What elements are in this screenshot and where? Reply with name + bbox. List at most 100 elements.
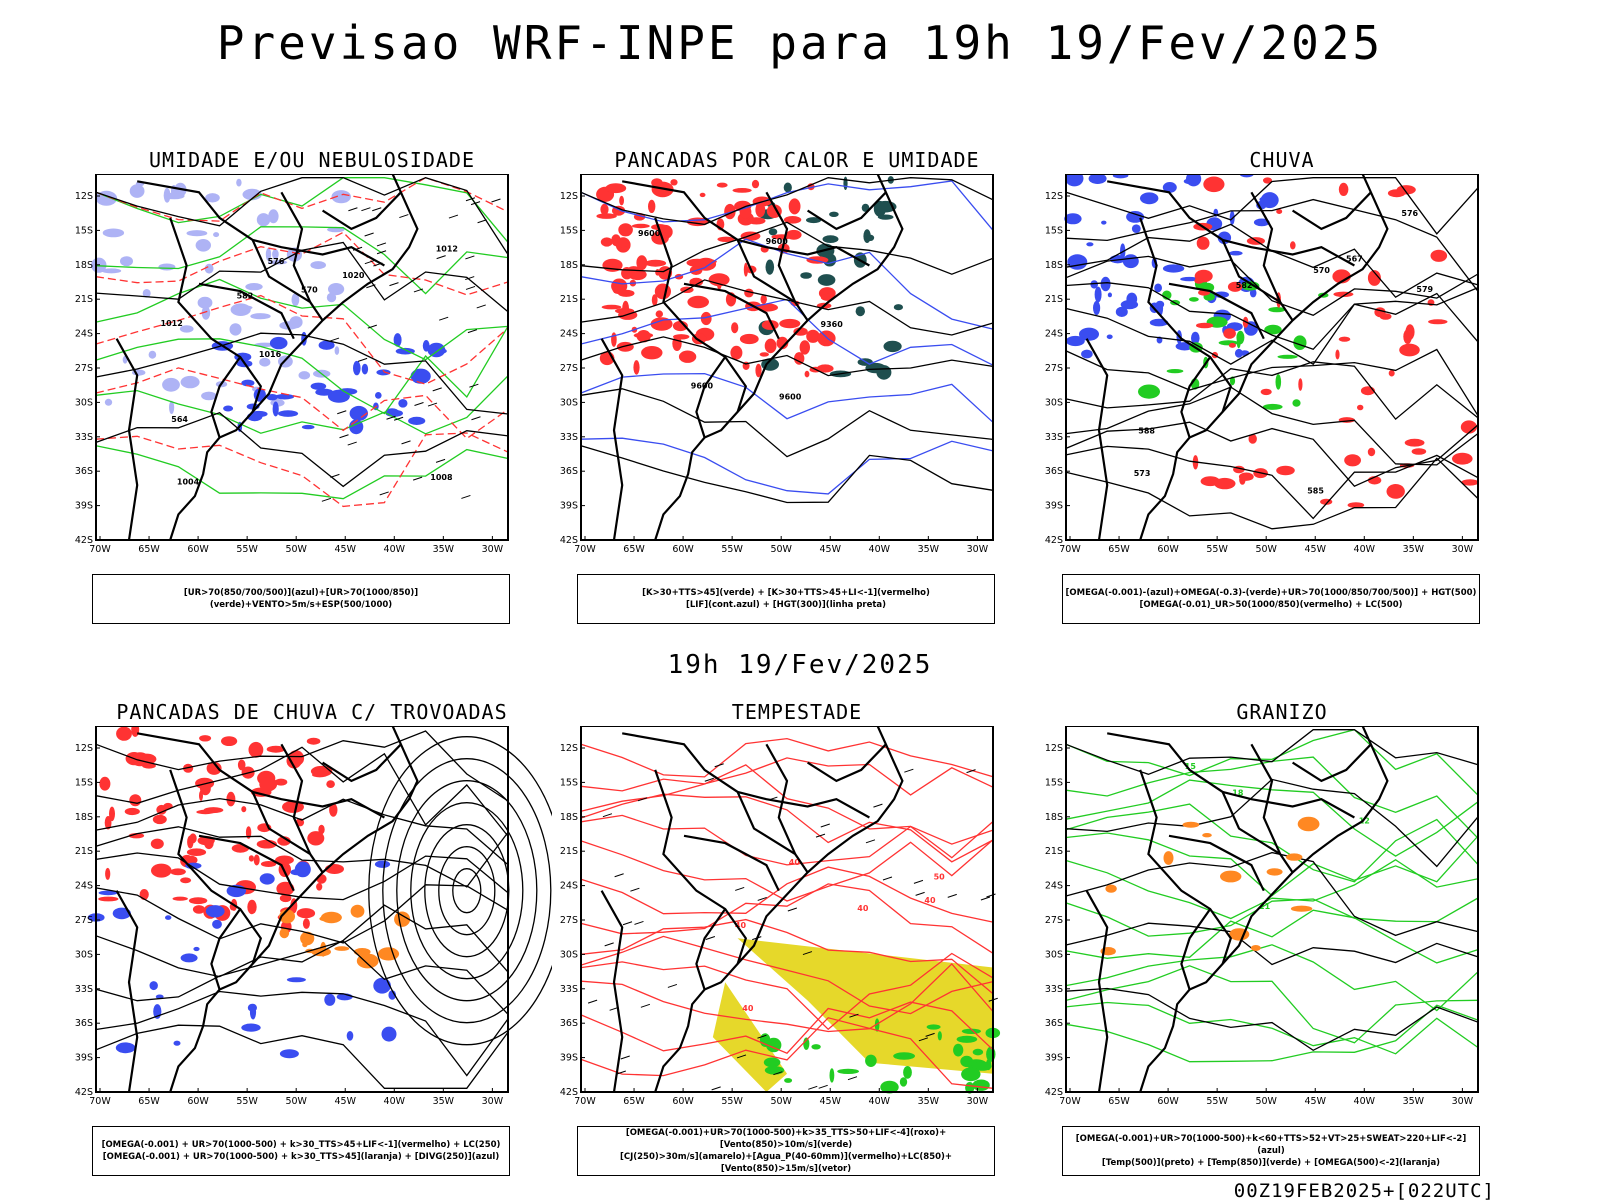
shaded-cell (1388, 369, 1395, 377)
contour-label: 40 (742, 1004, 754, 1013)
lat-tick-label: 36S (560, 1018, 578, 1029)
contour-line (580, 935, 994, 1015)
shaded-cell (739, 333, 759, 345)
shaded-cell (672, 320, 688, 332)
lon-tick-label: 35W (1403, 1096, 1425, 1107)
country-border (654, 769, 748, 965)
wind-vector (366, 284, 376, 289)
shaded-cell (903, 1066, 912, 1079)
shaded-cell (188, 897, 208, 905)
shaded-cell (310, 261, 326, 270)
contour-line (95, 904, 509, 978)
wind-vector (465, 276, 475, 281)
shaded-cell (245, 826, 252, 839)
shaded-cell (199, 735, 212, 742)
panel-pancadas-calor: PANCADAS POR CALOR E UMIDADE 9600 9600 960… (557, 148, 1037, 624)
panel-legend: [OMEGA(-0.001)-(azul)+OMEGA(-0.3)-(verde… (1062, 574, 1480, 624)
contour-line (580, 952, 994, 1031)
shaded-cell (129, 794, 142, 807)
lat-tick-label: 33S (75, 432, 93, 443)
wind-vectors (321, 197, 501, 502)
shaded-cell (1126, 292, 1138, 306)
shaded-cell (172, 896, 188, 901)
country-border (600, 890, 624, 1093)
shaded-cell (408, 416, 426, 425)
contour-line (580, 372, 994, 423)
wind-vector (436, 255, 446, 260)
contour-labels: 1008 1012 1012 1016 1020 1004 576 570 564 582 (161, 244, 458, 486)
lat-tick-label: 12S (1045, 191, 1063, 202)
shaded-cell (1220, 870, 1242, 883)
shaded-cell (259, 873, 275, 885)
contour-line (95, 826, 509, 888)
lat-tick-label: 15S (560, 777, 578, 788)
lat-tick-label: 42S (560, 535, 578, 546)
wind-vector (915, 891, 925, 896)
shaded-cell (1248, 434, 1257, 444)
wind-vector (630, 887, 640, 892)
shaded-cell (300, 931, 315, 946)
country-border (1085, 338, 1109, 541)
shade-lightblue (91, 178, 351, 414)
shaded-cell (794, 352, 805, 365)
shaded-cell (972, 1048, 984, 1056)
lon-tick-label: 60W (187, 544, 209, 555)
legend-line: [K>30+TTS>45](verde) + [K>30+TTS>45+LI<-… (642, 588, 930, 598)
contour-label: 50 (934, 873, 946, 882)
shaded-cell (619, 195, 624, 206)
country-border (695, 908, 727, 990)
shaded-cell (1286, 853, 1303, 861)
contour-line (580, 238, 994, 330)
contour-label: 1020 (342, 271, 365, 280)
wind-vector (787, 907, 797, 912)
shaded-cell (655, 310, 663, 318)
contours-green (95, 177, 509, 500)
shaded-cell (759, 352, 769, 357)
wind-vector (476, 304, 486, 309)
coastline (169, 726, 419, 1093)
shaded-cell (101, 268, 122, 274)
shaded-cell (398, 399, 408, 408)
wind-vector (372, 207, 382, 212)
shaded-cell (1386, 484, 1405, 499)
lat-tick-label: 18S (75, 260, 93, 271)
axes: 70W 65W 60W 55W 50W 45W 40W 35W 30W 12S 15S 18S 21S 2… (1045, 743, 1474, 1107)
wind-vector (757, 1034, 767, 1039)
closed-contour (410, 802, 524, 980)
shaded-cell (1154, 283, 1162, 293)
lon-tick-label: 65W (623, 544, 645, 555)
country-border (737, 238, 870, 267)
shaded-cell (279, 928, 290, 939)
panel-legend: [OMEGA(-0.001)+UR>70(1000-500)+k>35_TTS>… (577, 1126, 995, 1176)
shaded-cell (376, 369, 391, 376)
wind-vector (620, 1055, 630, 1060)
wind-vector (347, 441, 357, 446)
panel-granizo: GRANIZO 12 21 18 15 70W 65W 60W 55W 50W 45W 40W 35W… (1042, 700, 1522, 1176)
shaded-cell (250, 313, 271, 320)
shaded-cell (247, 899, 257, 915)
shaded-cell (1367, 447, 1376, 457)
shaded-cell (631, 223, 650, 229)
lat-tick-label: 42S (75, 1087, 93, 1098)
contour-label: 588 (1138, 427, 1155, 436)
legend-line: [UR>70(850/700/500)](azul)+[UR>70(1000/8… (183, 588, 419, 610)
lon-tick-label: 35W (433, 1096, 455, 1107)
wind-vector (467, 329, 478, 334)
shaded-cell (731, 322, 739, 334)
shaded-cell (1227, 281, 1243, 292)
shaded-cell (183, 763, 194, 773)
wind-vector (849, 1013, 859, 1018)
shaded-cell (1344, 454, 1361, 467)
contour-labels: 40 40 40 50 40 40 (735, 858, 945, 1013)
borders (600, 174, 904, 541)
map-frame (580, 174, 994, 541)
legend-line: [LIF](cont.azul) + [HGT(300)](linha pret… (685, 600, 887, 610)
shaded-cell (201, 391, 217, 401)
contour-line (95, 375, 509, 435)
contour-line (1065, 851, 1479, 937)
lat-tick-label: 18S (560, 812, 578, 823)
shaded-cell (318, 340, 335, 350)
shaded-cell (1163, 851, 1174, 865)
lat-tick-label: 24S (1045, 881, 1063, 892)
contour-label: 40 (857, 904, 869, 913)
